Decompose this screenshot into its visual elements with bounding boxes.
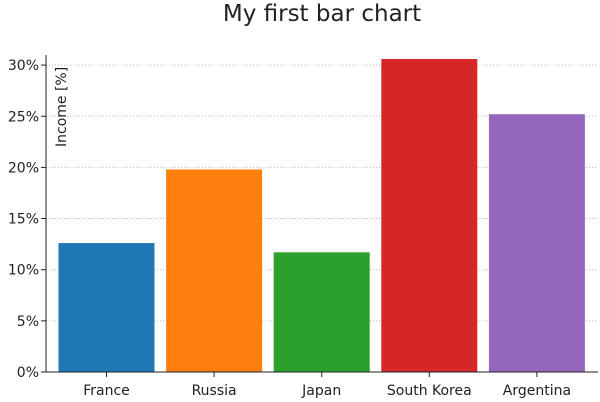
bar-japan [273,252,370,372]
y-tick-label: 30% [8,58,39,74]
y-tick-label: 5% [17,314,39,330]
x-tick-label: Russia [192,383,237,399]
bar-south-korea [381,58,478,372]
y-tick-label: 10% [8,263,39,279]
bar-russia [166,169,263,372]
y-tick-label: 20% [8,160,39,176]
x-tick-label: Argentina [503,383,571,399]
x-tick-label: Japan [301,383,341,399]
x-tick-label: France [83,383,130,399]
x-axis-ticks: France Russia Japan South Korea Argentina [83,372,571,399]
y-tick-label: 25% [8,109,39,125]
y-axis-label: Income [%] [54,67,70,147]
y-axis-ticks: 0% 5% 10% 15% 20% 25% 30% [8,58,46,381]
bar-france [58,243,155,372]
bar-argentina [488,114,585,372]
bars [58,58,585,372]
y-tick-label: 15% [8,212,39,228]
x-tick-label: South Korea [387,383,472,399]
y-tick-label: 0% [17,365,39,381]
chart-title: My first bar chart [223,1,421,27]
